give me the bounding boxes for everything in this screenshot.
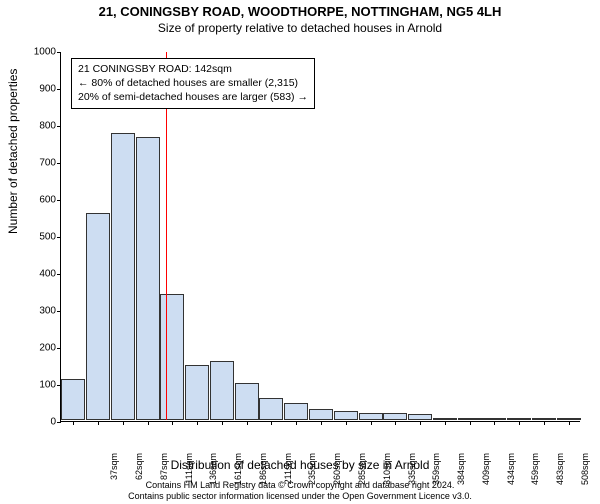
x-tick-mark (247, 421, 248, 425)
y-tick-label: 0 (21, 417, 56, 428)
x-tick-mark (197, 421, 198, 425)
y-tick-label: 700 (21, 158, 56, 169)
x-tick-mark (371, 421, 372, 425)
histogram-bar (408, 414, 432, 420)
annotation-box: 21 CONINGSBY ROAD: 142sqm← 80% of detach… (71, 58, 315, 109)
y-tick-label: 300 (21, 306, 56, 317)
histogram-bar (259, 398, 283, 420)
y-tick-label: 800 (21, 121, 56, 132)
histogram-bar (111, 133, 135, 420)
y-tick-label: 400 (21, 269, 56, 280)
histogram-bar (557, 418, 581, 420)
chart-area: 0100200300400500600700800900100037sqm62s… (60, 52, 580, 422)
y-axis-label: Number of detached properties (6, 69, 20, 234)
y-tick-mark (57, 311, 61, 312)
histogram-bar (86, 213, 110, 420)
histogram-bar (235, 383, 259, 420)
histogram-bar (61, 379, 85, 420)
y-tick-mark (57, 274, 61, 275)
y-tick-mark (57, 200, 61, 201)
x-tick-mark (148, 421, 149, 425)
x-tick-mark (470, 421, 471, 425)
histogram-bar (507, 418, 531, 420)
histogram-bar (458, 418, 482, 420)
y-tick-mark (57, 52, 61, 53)
x-tick-mark (123, 421, 124, 425)
histogram-bar (185, 365, 209, 421)
x-tick-mark (222, 421, 223, 425)
annotation-line-1: 21 CONINGSBY ROAD: 142sqm (78, 62, 308, 76)
histogram-bar (383, 413, 407, 420)
x-tick-mark (395, 421, 396, 425)
histogram-bar (136, 137, 160, 420)
histogram-bar (309, 409, 333, 420)
x-tick-mark (544, 421, 545, 425)
x-tick-mark (321, 421, 322, 425)
chart-title: 21, CONINGSBY ROAD, WOODTHORPE, NOTTINGH… (0, 4, 600, 19)
y-tick-label: 600 (21, 195, 56, 206)
y-tick-label: 500 (21, 232, 56, 243)
x-tick-mark (98, 421, 99, 425)
y-tick-mark (57, 126, 61, 127)
histogram-bar (284, 403, 308, 420)
histogram-bar (210, 361, 234, 420)
y-tick-mark (57, 348, 61, 349)
histogram-bar (433, 418, 457, 420)
x-tick-mark (172, 421, 173, 425)
x-axis-label: Distribution of detached houses by size … (0, 458, 600, 472)
chart-container: 21, CONINGSBY ROAD, WOODTHORPE, NOTTINGH… (0, 4, 600, 504)
y-tick-label: 200 (21, 343, 56, 354)
x-tick-mark (420, 421, 421, 425)
x-tick-mark (73, 421, 74, 425)
histogram-bar (482, 418, 506, 420)
histogram-bar (334, 411, 358, 420)
x-tick-mark (271, 421, 272, 425)
footer: Contains HM Land Registry data © Crown c… (0, 480, 600, 502)
y-tick-label: 900 (21, 84, 56, 95)
footer-line-1: Contains HM Land Registry data © Crown c… (0, 480, 600, 491)
chart-subtitle: Size of property relative to detached ho… (0, 21, 600, 35)
x-tick-mark (296, 421, 297, 425)
plot-area: 0100200300400500600700800900100037sqm62s… (60, 52, 580, 422)
y-tick-label: 1000 (21, 47, 56, 58)
y-tick-label: 100 (21, 380, 56, 391)
footer-line-2: Contains public sector information licen… (0, 491, 600, 502)
annotation-line-2: ← 80% of detached houses are smaller (2,… (78, 76, 308, 90)
y-tick-mark (57, 163, 61, 164)
x-tick-mark (569, 421, 570, 425)
histogram-bar (532, 418, 556, 420)
y-tick-mark (57, 89, 61, 90)
x-tick-mark (346, 421, 347, 425)
histogram-bar (160, 294, 184, 420)
annotation-line-3: 20% of semi-detached houses are larger (… (78, 90, 308, 104)
x-tick-mark (445, 421, 446, 425)
x-tick-mark (494, 421, 495, 425)
x-tick-mark (519, 421, 520, 425)
y-tick-mark (57, 422, 61, 423)
y-tick-mark (57, 237, 61, 238)
histogram-bar (359, 413, 383, 420)
